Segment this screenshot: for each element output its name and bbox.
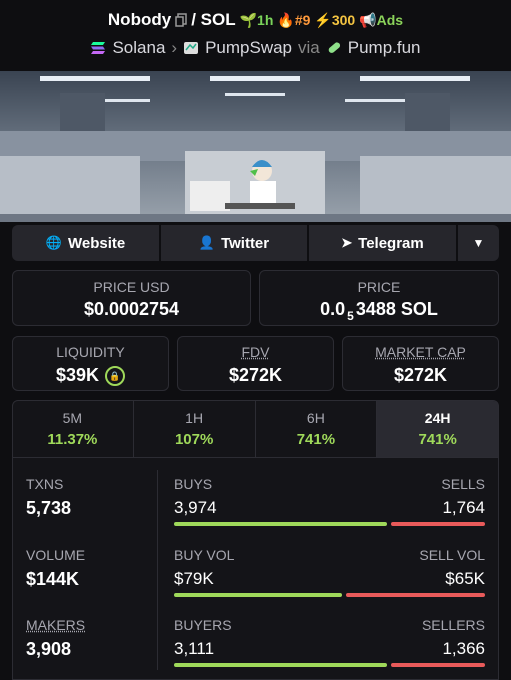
twitter-link[interactable]: 👤 Twitter: [161, 225, 307, 261]
link-label: Twitter: [221, 234, 270, 252]
divider: [12, 457, 499, 458]
tab-label: 1H: [185, 410, 204, 426]
sell-value: 1,366: [442, 639, 485, 658]
label: PRICE: [357, 279, 401, 295]
sell-value: $65K: [445, 568, 485, 588]
tab-label: 6H: [306, 410, 325, 426]
pair: / SOL: [191, 10, 236, 29]
metric-value: $39K: [55, 365, 100, 385]
zero-count: 5: [347, 308, 354, 323]
buy-value: 3,974: [174, 498, 217, 517]
lock-icon: 🔒: [105, 365, 126, 386]
timeframe-tab[interactable]: 24H 741%: [377, 401, 499, 457]
value: 0.0 5 3488 SOL: [260, 299, 498, 323]
dex-icon: [184, 42, 199, 54]
label: PRICE USD: [93, 279, 170, 295]
buy-bar: [174, 663, 388, 667]
age: 🌱1h: [239, 11, 274, 28]
buy-label: BUYS: [174, 476, 213, 492]
ads-text: Ads: [376, 11, 404, 28]
price-box: PRICE 0.0 5 3488 SOL: [259, 270, 499, 326]
via: via: [298, 38, 320, 57]
metric-label: FDV: [241, 344, 270, 360]
solana-icon: [91, 42, 106, 54]
tab-change: 11.37%: [47, 431, 98, 448]
metric-value: $272K: [228, 365, 283, 385]
tab-label: 24H: [424, 410, 451, 426]
header: Nobody / SOL 🌱1h 🔥#9 ⚡300 📢Ads: [0, 8, 511, 32]
tab-change: 741%: [418, 431, 457, 448]
sell-bar: [390, 522, 485, 526]
metric-box: LIQUIDITY $39K 🔒: [12, 336, 169, 391]
timeframe-tab[interactable]: 5M 11.37%: [12, 401, 134, 457]
buy-label: BUYERS: [174, 617, 232, 633]
metric-value-row: $39K 🔒: [13, 365, 168, 386]
boosts: ⚡300: [314, 11, 356, 28]
stat-label: TXNS: [26, 476, 64, 492]
metric-label: MARKET CAP: [375, 344, 466, 360]
metric-box: FDV $272K: [177, 336, 334, 391]
pill-icon: [328, 42, 340, 53]
metric-value: $272K: [393, 365, 448, 385]
sell-label: SELLS: [441, 476, 485, 492]
rank: 🔥#9: [277, 11, 311, 28]
stat-label: MAKERS: [26, 617, 86, 633]
buy-bar: [174, 522, 387, 526]
stat-label: VOLUME: [26, 546, 86, 563]
tab-label: 5M: [62, 410, 83, 426]
copy-icon[interactable]: [175, 13, 187, 27]
tab-change: 741%: [296, 431, 336, 448]
sell-label: SELLERS: [421, 617, 485, 633]
buy-label: BUY VOL: [174, 546, 235, 563]
stat-value: $144K: [26, 568, 80, 589]
metric-box: MARKET CAP $272K: [342, 336, 499, 391]
metric-label: LIQUIDITY: [56, 344, 125, 360]
link-label: Telegram: [358, 234, 424, 252]
dex[interactable]: PumpSwap: [205, 38, 293, 57]
sell-label: SELL VOL: [419, 546, 485, 563]
value: $0.0002754: [83, 299, 180, 319]
price-usd-box: PRICE USD $0.0002754: [12, 270, 251, 326]
boosts-text: 300: [331, 11, 356, 28]
more-button[interactable]: ▼: [458, 225, 499, 261]
sell-bar: [346, 592, 485, 597]
tab-change: 107%: [174, 431, 214, 448]
link-label: Website: [67, 234, 126, 252]
age-text: 1h: [257, 11, 274, 28]
sell-bar: [391, 663, 485, 667]
sell-value: 1,764: [442, 498, 485, 517]
stat-value: 5,738: [26, 498, 72, 518]
prefix: 0.0: [320, 299, 346, 319]
breadcrumb: Solana › PumpSwap via Pump.fun: [0, 36, 511, 60]
buy-bar: [174, 592, 343, 597]
buy-value: 3,111: [174, 639, 215, 658]
token: Nobody: [107, 10, 172, 29]
buy-value: $79K: [174, 568, 214, 588]
chain[interactable]: Solana: [112, 38, 166, 57]
timeframe-tab[interactable]: 1H 107%: [134, 401, 256, 457]
stat-value: 3,908: [26, 639, 72, 659]
rank-text: #9: [294, 11, 311, 28]
banner-image: [0, 71, 511, 222]
ads[interactable]: 📢Ads: [359, 11, 404, 28]
timeframe-tab[interactable]: 6H 741%: [256, 401, 378, 457]
separator: ›: [171, 38, 178, 57]
divider: [157, 470, 158, 670]
digits: 3488 SOL: [355, 299, 438, 319]
launchpad[interactable]: Pump.fun: [347, 38, 421, 57]
telegram-link[interactable]: ➤ Telegram: [309, 225, 456, 261]
website-link[interactable]: 🌐 Website: [12, 225, 159, 261]
